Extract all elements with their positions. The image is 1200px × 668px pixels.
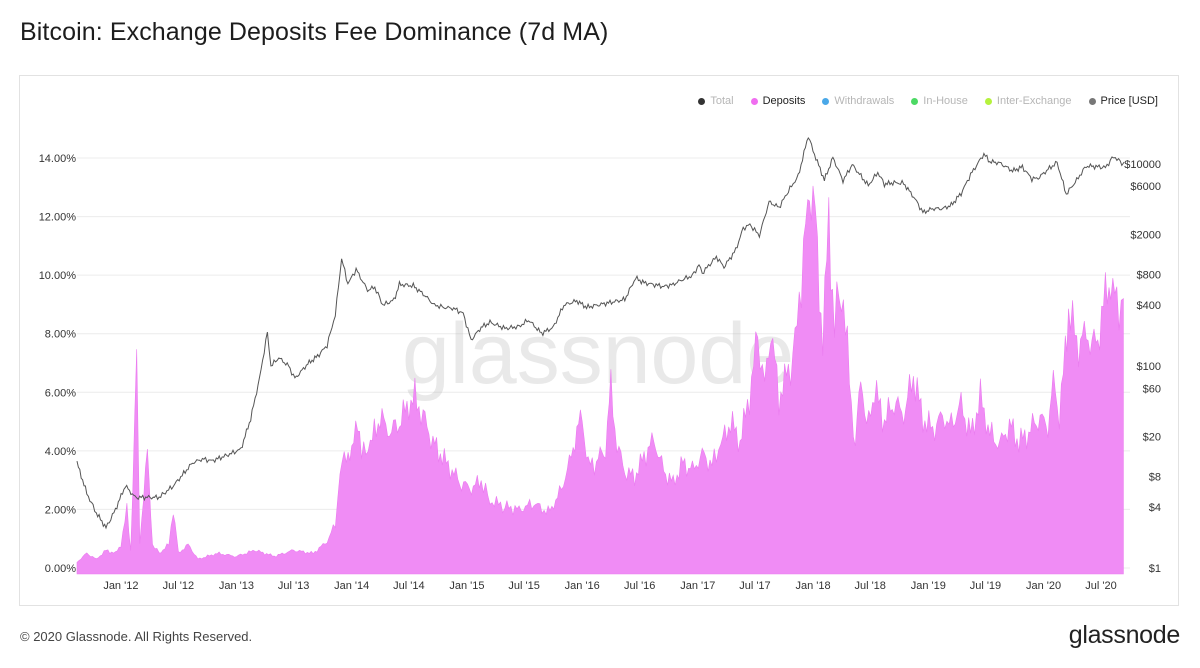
y-right-tick-label: $4 (1149, 502, 1161, 514)
x-tick-label: Jan '18 (795, 580, 830, 592)
y-left-tick-label: 14.00% (39, 153, 77, 165)
y-right-tick-label: $2000 (1130, 229, 1161, 241)
y-right-tick-label: $100 (1137, 361, 1161, 373)
legend-label: In-House (923, 95, 968, 107)
copyright-text: © 2020 Glassnode. All Rights Reserved. (20, 629, 253, 644)
legend-dot-icon (698, 97, 706, 105)
x-tick-label: Jul '12 (163, 580, 194, 592)
y-left-tick-label: 6.00% (45, 387, 76, 399)
y-right-tick-label: $20 (1143, 432, 1161, 444)
x-tick-label: Jan '15 (449, 580, 484, 592)
chart-title: Bitcoin: Exchange Deposits Fee Dominance… (20, 18, 609, 46)
chart-panel (19, 75, 1179, 606)
y-right-tick-label: $1 (1149, 563, 1161, 575)
y-left-tick-label: 8.00% (45, 329, 76, 341)
legend-item-price-usd[interactable]: Price [USD] (1088, 95, 1158, 107)
legend-label: Deposits (762, 95, 806, 107)
y-left-tick-label: 2.00% (45, 504, 76, 516)
brand-logo[interactable]: glassnode (1068, 621, 1181, 649)
legend: Total Deposits Withdrawals In-House Inter-Ex… (698, 95, 1158, 107)
x-tick-label: Jul '15 (508, 580, 539, 592)
deposits-area (76, 185, 1124, 575)
x-axis: Jan '12 Jul '12 Jan '13 Jul '13 Jan '14 Jul '… (103, 580, 1116, 592)
price-series-line (76, 137, 1125, 530)
x-tick-label: Jan '16 (565, 580, 600, 592)
y-axis-right: $1 $4 $8 $20 $60 $100 $400 $800 $2000 $6000 $10000 (1124, 159, 1161, 575)
y-right-tick-label: $400 (1137, 300, 1161, 312)
legend-label: Withdrawals (834, 95, 895, 107)
legend-dot-icon (1088, 97, 1096, 105)
legend-item-inter-exchange[interactable]: Inter-Exchange (984, 95, 1072, 107)
y-left-tick-label: 0.00% (45, 563, 76, 575)
x-tick-label: Jul '20 (1085, 580, 1116, 592)
x-tick-label: Jan '13 (219, 580, 254, 592)
y-left-tick-label: 4.00% (45, 446, 76, 458)
y-right-tick-label: $10000 (1124, 159, 1161, 171)
price-line (76, 137, 1125, 530)
legend-dot-icon (822, 97, 830, 105)
x-tick-label: Jul '16 (624, 580, 655, 592)
y-right-tick-label: $60 (1143, 383, 1161, 395)
y-right-tick-label: $800 (1137, 270, 1161, 282)
watermark: glassnode (402, 306, 794, 402)
legend-item-withdrawals[interactable]: Withdrawals (822, 95, 894, 107)
legend-dot-icon (984, 97, 992, 105)
legend-label: Total (710, 95, 734, 107)
y-left-tick-label: 10.00% (39, 270, 77, 282)
legend-label: Inter-Exchange (996, 95, 1072, 107)
legend-item-deposits[interactable]: Deposits (750, 95, 806, 107)
legend-label: Price [USD] (1100, 95, 1158, 107)
deposits-series-area (76, 185, 1124, 575)
legend-dot-icon (911, 97, 919, 105)
y-axis-left: 0.00% 2.00% 4.00% 6.00% 8.00% 10.00% 12.00% 14.… (39, 153, 77, 575)
legend-item-in-house[interactable]: In-House (911, 95, 968, 107)
x-tick-label: Jan '20 (1026, 580, 1061, 592)
x-tick-label: Jan '19 (911, 580, 946, 592)
y-right-tick-label: $8 (1149, 472, 1161, 484)
legend-item-total[interactable]: Total (698, 95, 734, 107)
x-tick-label: Jan '14 (334, 580, 369, 592)
x-tick-label: Jan '17 (680, 580, 715, 592)
y-right-tick-label: $6000 (1130, 181, 1161, 193)
x-tick-label: Jul '18 (854, 580, 885, 592)
x-tick-label: Jul '19 (970, 580, 1001, 592)
x-tick-label: Jul '17 (739, 580, 770, 592)
x-tick-label: Jul '13 (278, 580, 309, 592)
x-tick-label: Jul '14 (393, 580, 424, 592)
y-left-tick-label: 12.00% (39, 212, 77, 224)
legend-dot-icon (750, 97, 758, 105)
x-tick-label: Jan '12 (103, 580, 138, 592)
